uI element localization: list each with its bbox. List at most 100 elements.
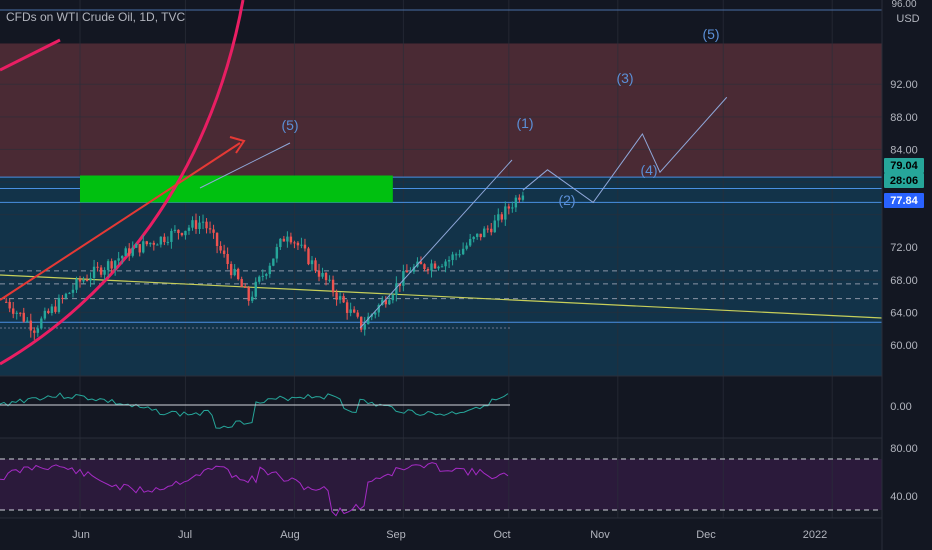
price-tick-4: 68.00 [890, 275, 918, 287]
candle-body-60 [215, 232, 219, 247]
candle-body-44 [159, 236, 163, 245]
candle-body-45 [163, 236, 166, 243]
candle-body-94 [335, 292, 338, 300]
candle-body-56 [201, 221, 205, 223]
candle-body-133 [472, 236, 475, 240]
support-zone [0, 177, 882, 376]
candle-body-116 [412, 266, 416, 272]
candle-body-23 [85, 279, 89, 281]
candle-body-146 [518, 197, 521, 200]
candle-body-3 [15, 312, 18, 314]
candle-body-21 [78, 279, 82, 282]
candle-body-129 [458, 254, 461, 256]
candle-body-59 [212, 229, 215, 233]
candle-body-33 [120, 256, 124, 259]
candle-body-38 [138, 244, 141, 253]
wave-label-3: (3) [616, 70, 633, 86]
candle-body-24 [89, 277, 92, 281]
wave-label-2: (2) [558, 192, 575, 208]
candle-body-99 [352, 309, 356, 313]
candle-body-128 [454, 254, 458, 256]
candle-body-20 [75, 279, 78, 290]
candle-body-143 [507, 206, 511, 209]
candle-body-29 [106, 261, 110, 271]
rsi-band [0, 459, 882, 510]
candle-body-19 [71, 289, 75, 293]
candle-body-111 [395, 283, 398, 295]
candle-body-25 [92, 266, 96, 278]
candle-body-79 [282, 238, 286, 242]
price-tick-5: 64.00 [890, 307, 918, 319]
candle-body-122 [433, 263, 437, 269]
time-label-3: Sep [386, 529, 406, 541]
candle-body-41 [149, 242, 152, 245]
price-badge-label-2: 77.84 [890, 195, 918, 207]
candle-body-34 [124, 248, 127, 257]
candle-body-61 [219, 246, 222, 251]
candle-body-136 [483, 228, 486, 238]
time-label-5: Nov [590, 529, 610, 541]
candle-body-84 [300, 244, 303, 246]
rsi-tick-1: 40.00 [890, 491, 918, 503]
candle-body-83 [296, 242, 300, 246]
candle-body-114 [405, 270, 409, 273]
time-label-7: 2022 [803, 529, 827, 541]
candle-body-91 [324, 272, 328, 281]
candle-body-16 [61, 297, 64, 299]
candle-body-145 [514, 197, 518, 208]
price-badge-label-0: 79.04 [890, 160, 918, 172]
candle-body-87 [310, 260, 314, 265]
price-tick-top: 96.00 [891, 0, 916, 10]
candle-body-138 [490, 228, 493, 233]
green-box[interactable] [80, 175, 393, 203]
candle-body-4 [19, 312, 22, 314]
wave-label-left-5: (5) [281, 117, 298, 133]
candle-body-26 [96, 266, 99, 268]
chart-title: CFDs on WTI Crude Oil, 1D, TVC [6, 10, 186, 24]
candle-body-119 [423, 264, 426, 269]
candle-body-51 [184, 230, 187, 236]
candle-body-1 [8, 301, 11, 309]
candle-body-135 [479, 233, 482, 238]
wave-label-4: (4) [640, 162, 657, 178]
candle-body-53 [191, 220, 194, 228]
rsi-tick-0: 80.00 [890, 443, 918, 455]
candle-body-31 [113, 260, 117, 269]
candle-body-77 [275, 247, 279, 259]
candle-body-130 [461, 248, 465, 255]
candle-body-6 [26, 320, 29, 322]
time-axis [0, 518, 932, 550]
candle-body-100 [356, 312, 359, 317]
candle-body-86 [307, 248, 310, 265]
candle-body-13 [50, 306, 54, 314]
candle-body-144 [511, 207, 514, 209]
candle-body-110 [391, 294, 395, 301]
candle-body-36 [131, 247, 134, 256]
candle-body-71 [254, 281, 257, 297]
candle-body-54 [194, 220, 198, 229]
candle-body-64 [229, 264, 233, 276]
candle-body-28 [103, 270, 106, 275]
time-label-1: Jul [178, 529, 192, 541]
candle-body-11 [43, 310, 47, 319]
price-badge-label-1: 28:06 [890, 175, 918, 187]
candle-body-78 [279, 238, 282, 248]
candle-body-2 [12, 308, 15, 314]
candle-body-123 [437, 266, 440, 269]
candle-body-22 [82, 279, 85, 282]
price-tick-0: 92.00 [890, 79, 918, 91]
candle-body-113 [402, 270, 405, 286]
candle-body-75 [268, 265, 272, 275]
candle-body-124 [440, 266, 444, 268]
candle-body-120 [426, 268, 430, 271]
candle-body-48 [173, 229, 177, 231]
candle-body-102 [363, 324, 366, 330]
price-tick-6: 60.00 [890, 340, 918, 352]
candle-body-35 [128, 248, 131, 256]
candle-body-132 [468, 239, 472, 246]
wave-label-1: (1) [516, 115, 533, 131]
candle-body-63 [226, 253, 229, 265]
candle-body-103 [367, 316, 370, 325]
candle-body-50 [180, 233, 184, 236]
